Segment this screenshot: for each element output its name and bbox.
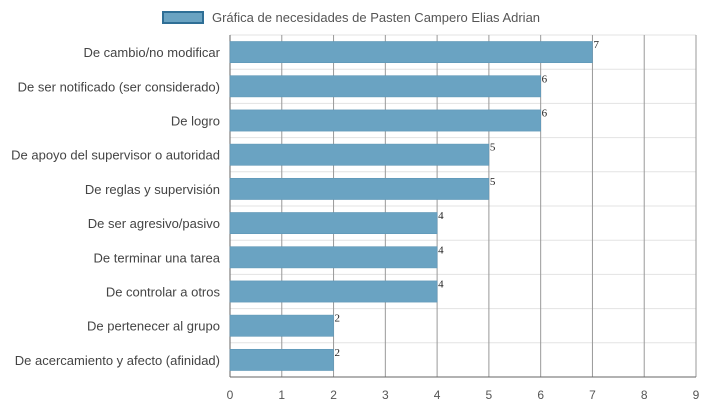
bar	[229, 280, 438, 303]
data-label: 5	[490, 176, 496, 188]
legend: Gráfica de necesidades de Pasten Campero…	[0, 8, 702, 26]
x-tick-label: 8	[641, 388, 648, 402]
x-tick-label: 2	[330, 388, 337, 402]
category-label: De apoyo del supervisor o autoridad	[11, 148, 220, 163]
x-tick-label: 9	[693, 388, 700, 402]
x-tick-label: 1	[278, 388, 285, 402]
bar	[229, 143, 490, 166]
category-label: De pertenecer al grupo	[87, 319, 220, 334]
bar	[229, 109, 541, 132]
bar	[229, 41, 593, 64]
data-label: 5	[490, 142, 496, 154]
bar	[229, 212, 438, 235]
x-tick-label: 0	[227, 388, 234, 402]
legend-swatch	[161, 10, 204, 24]
data-label: 4	[438, 210, 444, 222]
legend-label: Gráfica de necesidades de Pasten Campero…	[211, 9, 541, 25]
bar	[229, 75, 541, 98]
category-label: De ser notificado (ser considerado)	[18, 79, 220, 94]
category-label: De terminar una tarea	[94, 250, 221, 265]
data-label: 4	[438, 244, 444, 256]
category-label: De ser agresivo/pasivo	[88, 216, 220, 231]
x-tick-label: 5	[486, 388, 493, 402]
bar	[229, 314, 334, 337]
data-label: 2	[335, 313, 341, 325]
bar	[229, 246, 438, 269]
category-label: De logro	[171, 114, 220, 129]
data-label: 6	[542, 108, 548, 120]
x-tick-label: 3	[382, 388, 389, 402]
x-tick-label: 7	[589, 388, 596, 402]
bar	[229, 348, 334, 371]
x-tick-label: 6	[537, 388, 544, 402]
category-label: De cambio/no modificar	[83, 45, 220, 60]
x-tick-label: 4	[434, 388, 441, 402]
data-label: 4	[438, 279, 444, 291]
category-label: De reglas y supervisión	[85, 182, 220, 197]
data-label: 2	[335, 347, 341, 359]
category-label: De controlar a otros	[106, 285, 221, 300]
data-label: 6	[542, 73, 548, 85]
category-label: De acercamiento y afecto (afinidad)	[15, 353, 220, 368]
bar	[229, 177, 490, 200]
data-label: 7	[593, 39, 599, 51]
